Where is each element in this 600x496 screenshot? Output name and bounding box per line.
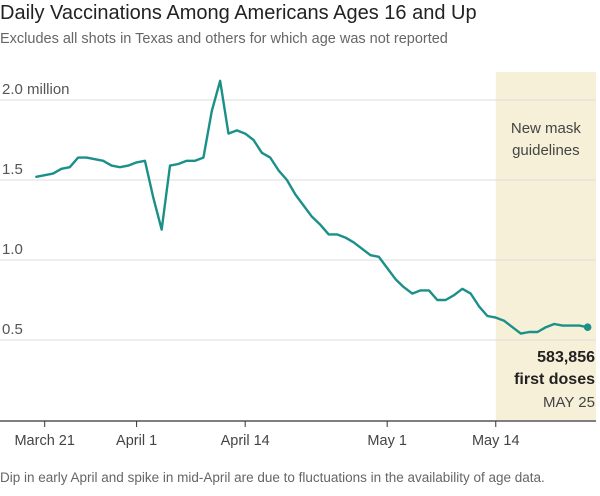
highlight-band: [495, 72, 596, 420]
callout-date: MAY 25: [543, 394, 595, 411]
series-line: [35, 79, 589, 335]
y-tick-label: 1.0: [2, 241, 23, 258]
x-tick-label: March 21: [14, 433, 74, 449]
end-point-marker: [583, 323, 592, 332]
x-tick-label: May 1: [367, 433, 407, 449]
x-tick-label: April 1: [116, 433, 157, 449]
highlight-label: guidelines: [512, 142, 580, 159]
y-tick-label: 0.5: [2, 321, 23, 338]
callout-desc: first doses: [514, 371, 595, 388]
chart-note: Dip in early April and spike in mid-Apri…: [0, 470, 545, 485]
x-tick-label: April 14: [221, 433, 270, 449]
x-tick-label: May 14: [472, 433, 520, 449]
y-tick-label: 1.5: [2, 161, 23, 178]
highlight-label: New mask: [511, 120, 582, 137]
chart-subtitle: Excludes all shots in Texas and others f…: [0, 31, 448, 47]
chart-title: Daily Vaccinations Among Americans Ages …: [0, 2, 477, 24]
y-tick-label: 2.0 million: [2, 81, 70, 98]
callout-value: 583,856: [537, 349, 595, 366]
